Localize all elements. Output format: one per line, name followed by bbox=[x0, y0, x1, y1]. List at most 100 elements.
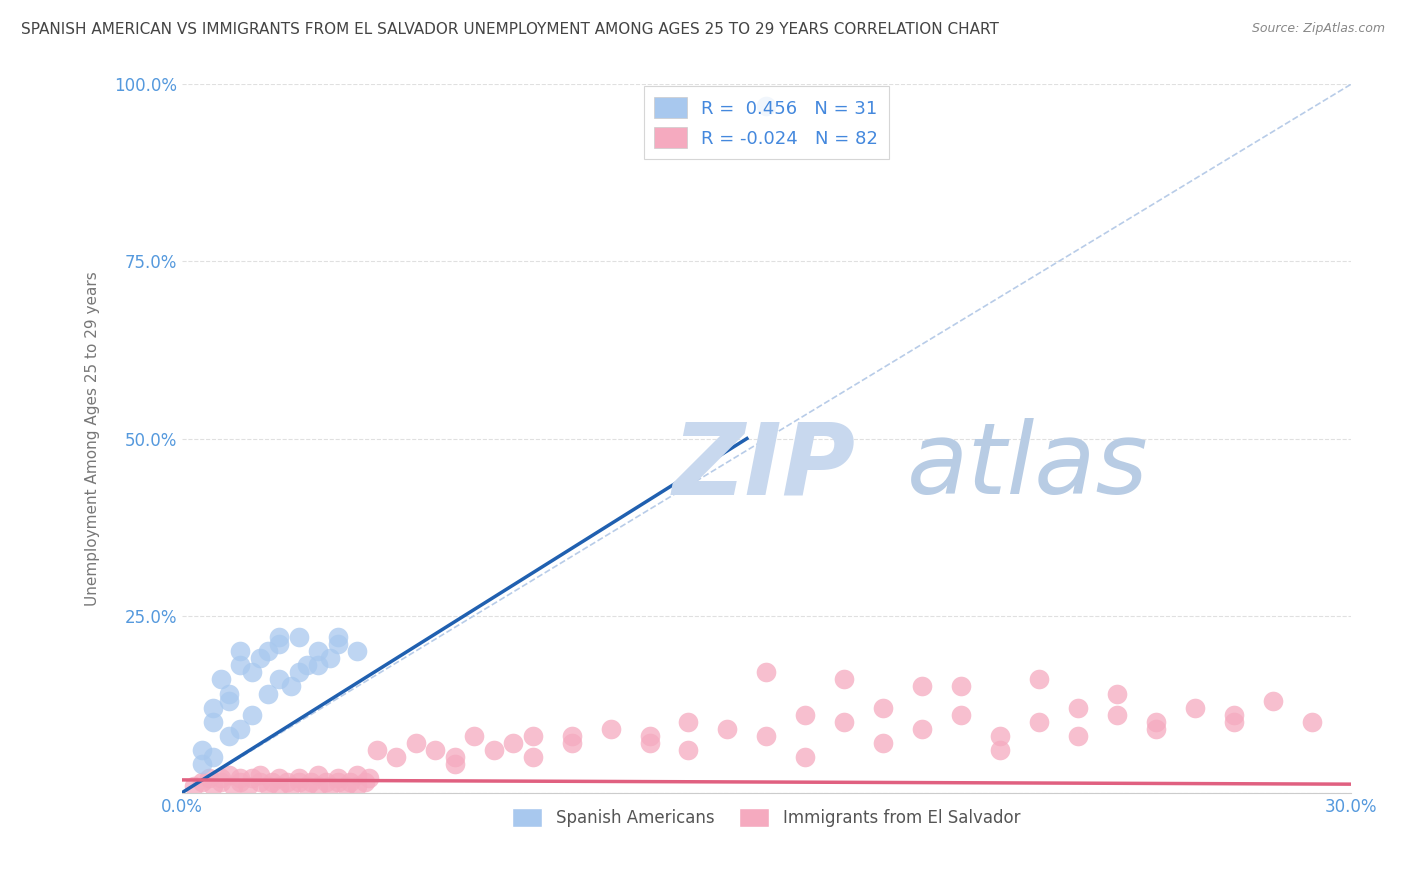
Point bbox=[482, 743, 505, 757]
Point bbox=[256, 644, 278, 658]
Point bbox=[354, 775, 377, 789]
Point bbox=[229, 658, 252, 673]
Point bbox=[385, 750, 408, 764]
Point bbox=[249, 768, 271, 782]
Point bbox=[190, 743, 212, 757]
Point bbox=[443, 757, 465, 772]
Point bbox=[295, 658, 318, 673]
Point bbox=[1223, 707, 1246, 722]
Point bbox=[1067, 729, 1090, 743]
Point bbox=[1028, 673, 1050, 687]
Point bbox=[240, 665, 263, 680]
Point bbox=[280, 779, 302, 793]
Y-axis label: Unemployment Among Ages 25 to 29 years: Unemployment Among Ages 25 to 29 years bbox=[86, 271, 100, 606]
Point bbox=[1144, 722, 1167, 736]
Point bbox=[405, 736, 427, 750]
Point bbox=[218, 686, 240, 700]
Point bbox=[295, 779, 318, 793]
Point bbox=[307, 779, 329, 793]
Point bbox=[1301, 714, 1323, 729]
Point bbox=[988, 743, 1011, 757]
Point bbox=[299, 775, 322, 789]
Text: Source: ZipAtlas.com: Source: ZipAtlas.com bbox=[1251, 22, 1385, 36]
Point bbox=[502, 736, 524, 750]
Point bbox=[1261, 693, 1284, 707]
Point bbox=[218, 768, 240, 782]
Point bbox=[1105, 707, 1128, 722]
Point bbox=[1028, 714, 1050, 729]
Point bbox=[346, 779, 368, 793]
Text: SPANISH AMERICAN VS IMMIGRANTS FROM EL SALVADOR UNEMPLOYMENT AMONG AGES 25 TO 29: SPANISH AMERICAN VS IMMIGRANTS FROM EL S… bbox=[21, 22, 1000, 37]
Point bbox=[218, 693, 240, 707]
Point bbox=[366, 743, 388, 757]
Point bbox=[218, 729, 240, 743]
Point bbox=[794, 707, 817, 722]
Point bbox=[202, 700, 225, 714]
Point bbox=[755, 729, 778, 743]
Text: ZIP: ZIP bbox=[673, 418, 856, 516]
Point bbox=[561, 736, 583, 750]
Point bbox=[249, 775, 271, 789]
Point bbox=[221, 779, 243, 793]
Point bbox=[326, 637, 349, 651]
Legend: Spanish Americans, Immigrants from El Salvador: Spanish Americans, Immigrants from El Sa… bbox=[506, 801, 1026, 834]
Point bbox=[249, 651, 271, 665]
Point bbox=[755, 98, 778, 112]
Point bbox=[209, 673, 232, 687]
Point bbox=[209, 775, 232, 789]
Point bbox=[950, 680, 973, 694]
Point bbox=[319, 651, 342, 665]
Point bbox=[346, 644, 368, 658]
Point bbox=[240, 707, 263, 722]
Point bbox=[288, 775, 311, 789]
Point bbox=[678, 714, 700, 729]
Point bbox=[335, 779, 357, 793]
Point bbox=[832, 714, 855, 729]
Point bbox=[307, 658, 329, 673]
Point bbox=[522, 750, 544, 764]
Point bbox=[1105, 686, 1128, 700]
Point bbox=[1067, 700, 1090, 714]
Point bbox=[202, 714, 225, 729]
Point bbox=[229, 644, 252, 658]
Point bbox=[716, 722, 738, 736]
Point bbox=[229, 772, 252, 786]
Point bbox=[911, 680, 934, 694]
Point bbox=[288, 630, 311, 644]
Point bbox=[326, 775, 349, 789]
Point bbox=[522, 729, 544, 743]
Point bbox=[183, 779, 205, 793]
Point bbox=[202, 779, 225, 793]
Point bbox=[229, 775, 252, 789]
Point bbox=[260, 775, 283, 789]
Point bbox=[276, 775, 298, 789]
Point bbox=[190, 757, 212, 772]
Point bbox=[911, 722, 934, 736]
Point bbox=[202, 750, 225, 764]
Point bbox=[256, 779, 278, 793]
Point bbox=[269, 630, 291, 644]
Point bbox=[425, 743, 447, 757]
Point bbox=[1144, 714, 1167, 729]
Point bbox=[190, 775, 212, 789]
Point bbox=[357, 772, 380, 786]
Point bbox=[288, 665, 311, 680]
Point bbox=[794, 750, 817, 764]
Point bbox=[463, 729, 485, 743]
Point bbox=[315, 775, 337, 789]
Point bbox=[326, 630, 349, 644]
Point bbox=[209, 772, 232, 786]
Point bbox=[988, 729, 1011, 743]
Point bbox=[832, 673, 855, 687]
Point bbox=[1223, 714, 1246, 729]
Point bbox=[240, 772, 263, 786]
Point bbox=[269, 673, 291, 687]
Point bbox=[339, 775, 361, 789]
Point bbox=[269, 637, 291, 651]
Text: atlas: atlas bbox=[907, 418, 1149, 516]
Point bbox=[561, 729, 583, 743]
Point bbox=[678, 743, 700, 757]
Point bbox=[269, 779, 291, 793]
Point bbox=[280, 680, 302, 694]
Point bbox=[307, 768, 329, 782]
